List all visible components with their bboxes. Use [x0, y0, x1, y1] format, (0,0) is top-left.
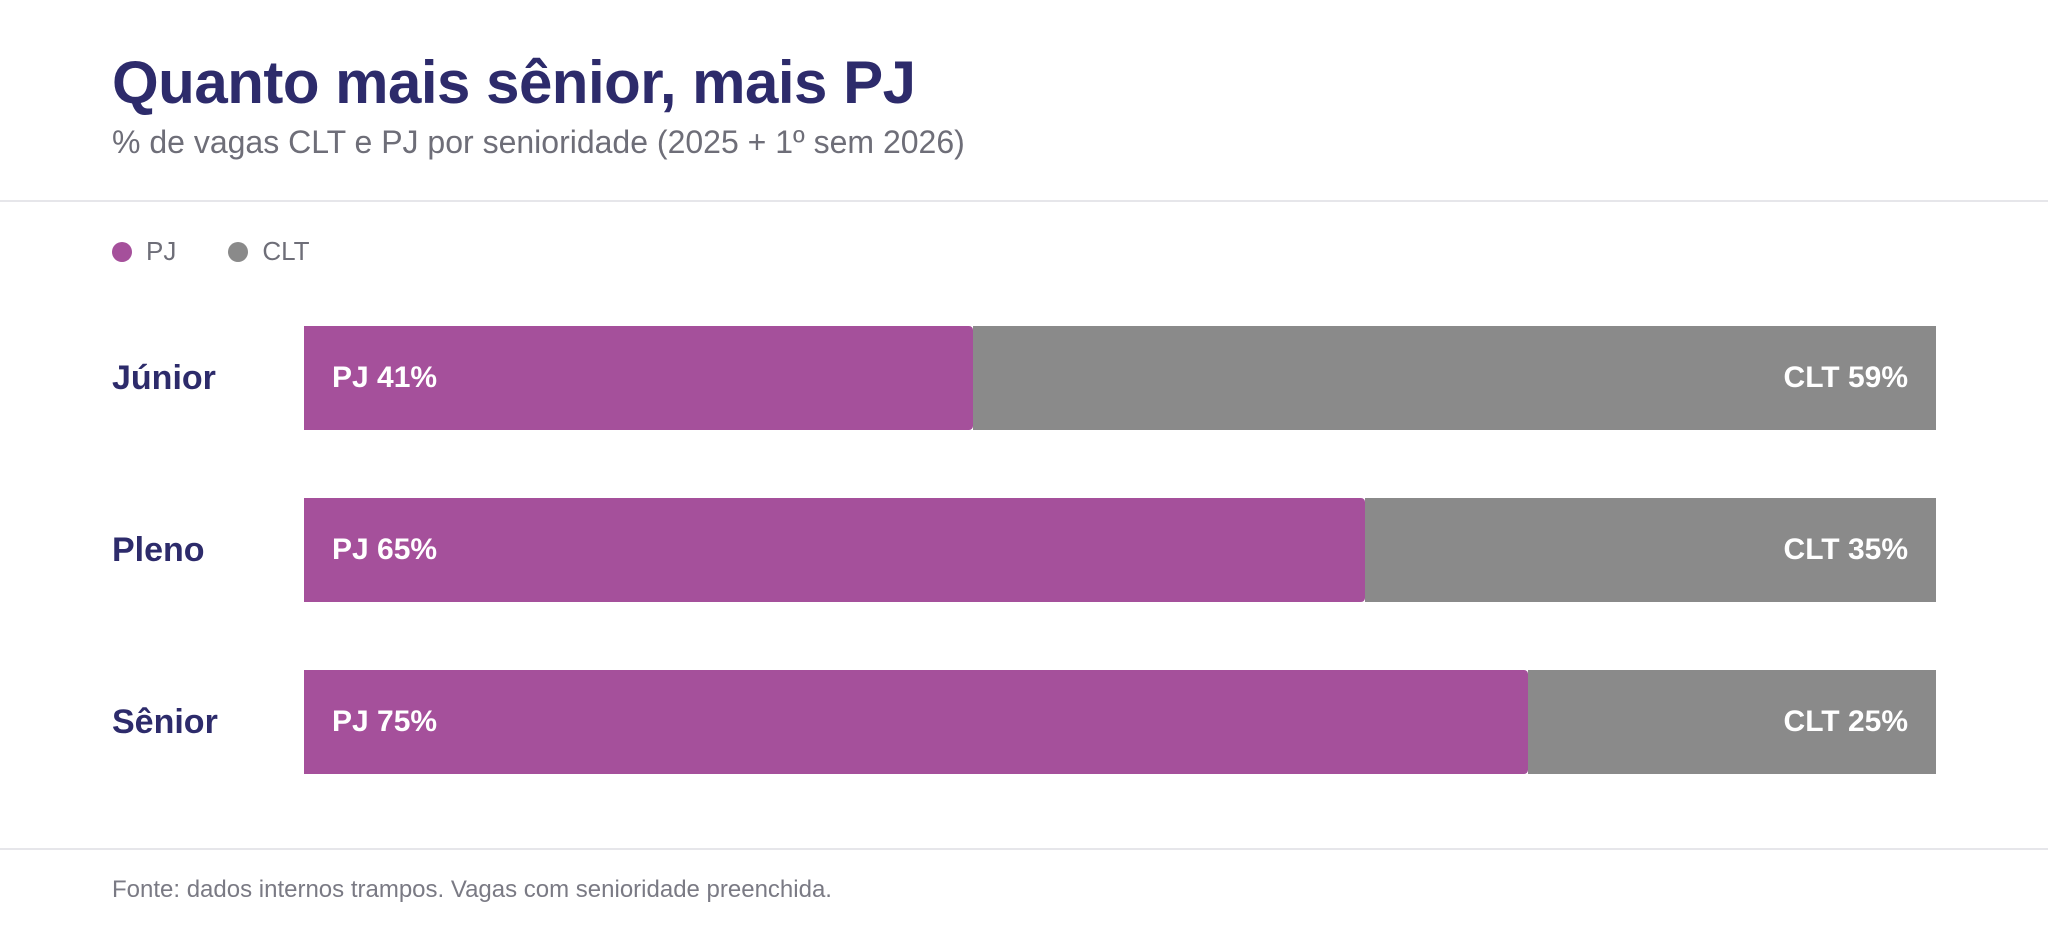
data-label-pj-junior: PJ 41% [332, 361, 438, 394]
data-label-pj-senior: PJ 75% [332, 705, 438, 738]
bar-segment-pj-pleno: PJ 65% [304, 498, 1365, 602]
data-label-clt-pleno: CLT 35% [1783, 533, 1908, 566]
data-label-clt-junior: CLT 59% [1783, 361, 1908, 394]
legend-swatch-clt [228, 241, 249, 262]
legend-label-clt: CLT [262, 236, 310, 266]
legend-label-pj: PJ [146, 236, 177, 266]
category-label-senior: Sênior [112, 703, 218, 741]
bar-segment-clt-senior: CLT 25% [1528, 670, 1936, 774]
data-label-pj-pleno: PJ 65% [332, 533, 438, 566]
bar-segment-clt-pleno: CLT 35% [1364, 498, 1936, 602]
chart-subtitle: % de vagas CLT e PJ por senioridade (202… [112, 124, 965, 160]
bar-segment-pj-senior: PJ 75% [304, 670, 1528, 774]
footer-divider [0, 848, 2048, 850]
source-footnote: Fonte: dados internos trampos. Vagas com… [112, 876, 832, 903]
bar-segment-pj-junior: PJ 41% [304, 326, 974, 430]
legend: PJ CLT [112, 236, 310, 267]
category-label-pleno: Pleno [112, 531, 205, 569]
header-divider [0, 200, 2048, 202]
bar-row-junior: PJ 41% CLT 59% [304, 326, 1936, 430]
bar-row-senior: PJ 75% CLT 25% [304, 670, 1936, 774]
legend-item-pj: PJ [112, 236, 176, 267]
legend-swatch-pj [112, 241, 132, 262]
data-label-clt-senior: CLT 25% [1783, 705, 1908, 738]
legend-item-clt: CLT [228, 236, 310, 267]
bar-segment-clt-junior: CLT 59% [973, 326, 1936, 430]
category-label-junior: Júnior [112, 359, 216, 397]
bar-row-pleno: PJ 65% CLT 35% [304, 498, 1936, 602]
chart-title: Quanto mais sênior, mais PJ [112, 49, 916, 116]
